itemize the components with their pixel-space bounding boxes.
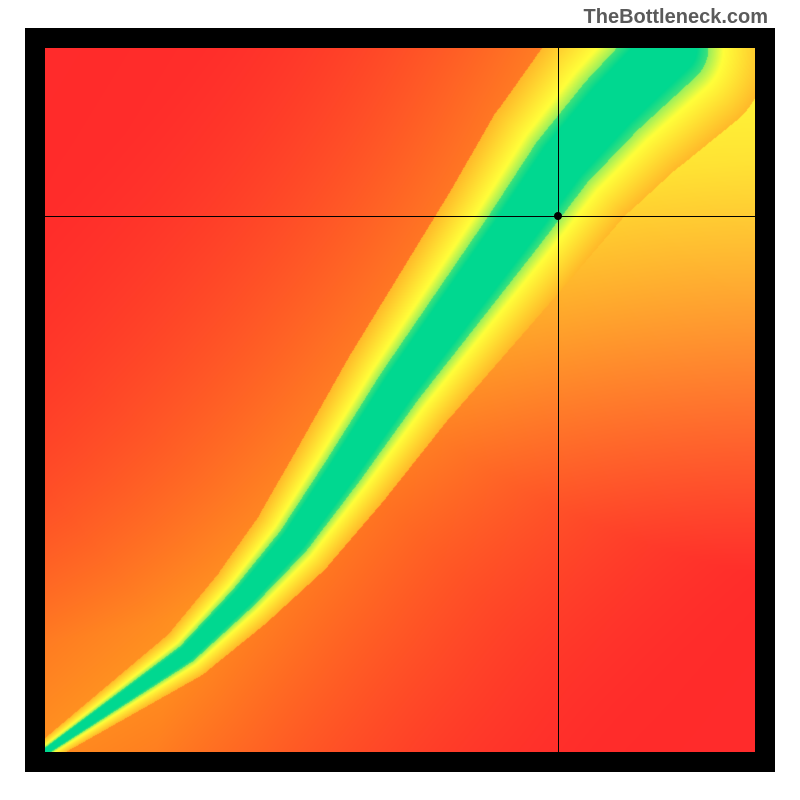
heatmap-canvas — [45, 48, 755, 752]
crosshair-horizontal — [45, 216, 755, 217]
watermark-text: TheBottleneck.com — [584, 6, 768, 29]
heatmap-plot — [45, 48, 755, 752]
crosshair-vertical — [558, 48, 559, 752]
chart-container: TheBottleneck.com — [0, 0, 800, 800]
chart-frame — [25, 28, 775, 772]
marker-dot — [554, 212, 562, 220]
